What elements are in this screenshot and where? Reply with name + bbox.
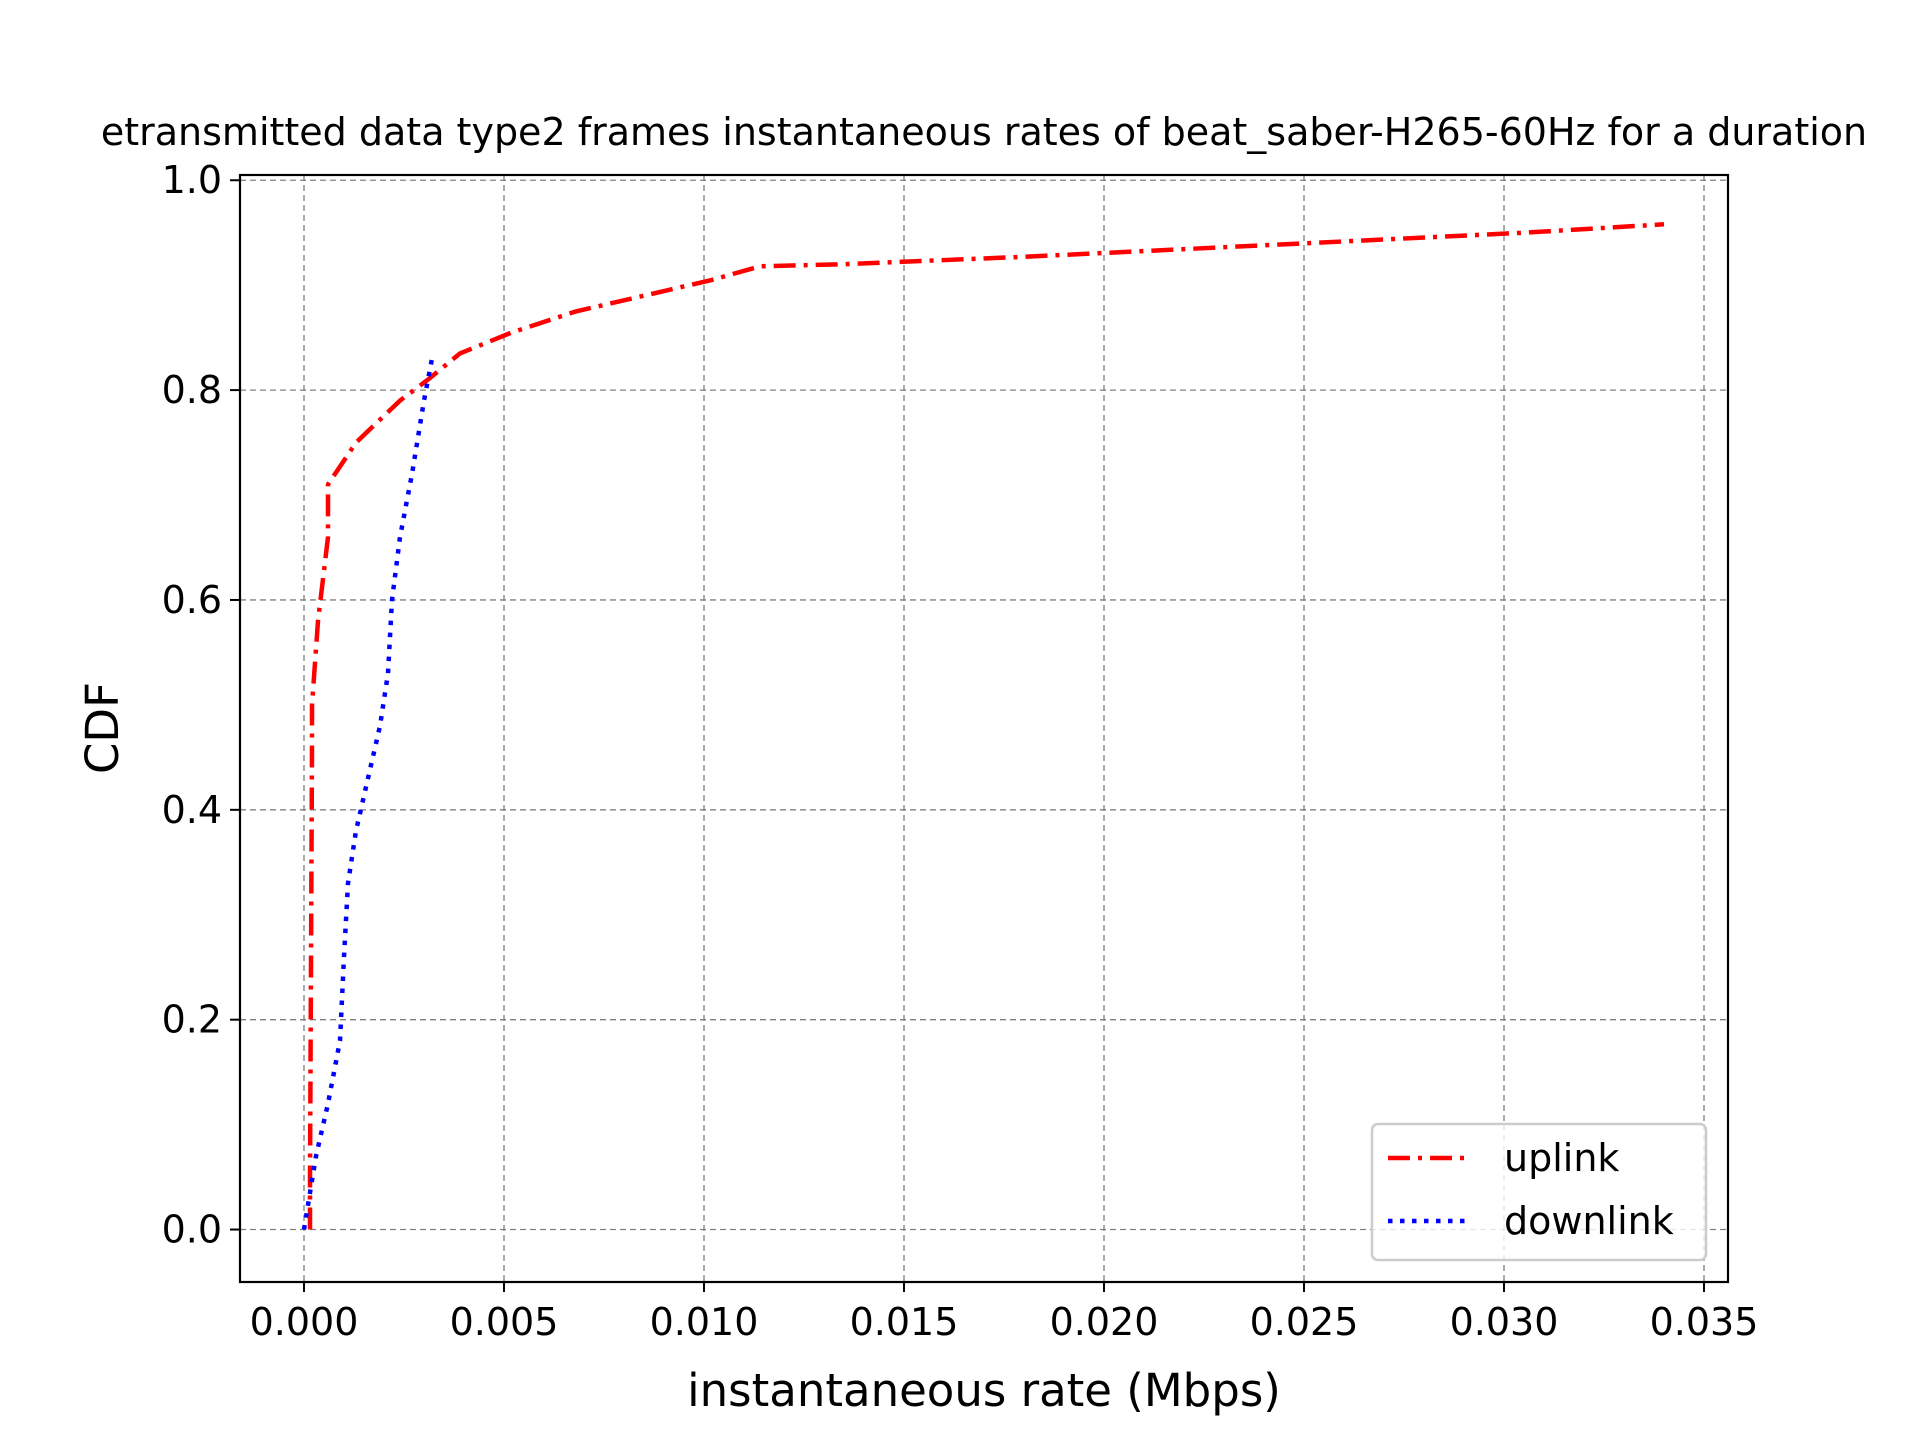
x-tick-label: 0.000: [250, 1300, 359, 1344]
chart-title: etransmitted data type2 frames instantan…: [101, 110, 1867, 154]
y-tick-label: 0.8: [162, 368, 222, 412]
legend-label-uplink: uplink: [1504, 1136, 1619, 1180]
y-tick-label: 0.6: [162, 578, 222, 622]
x-tick-label: 0.025: [1250, 1300, 1359, 1344]
x-axis-label: instantaneous rate (Mbps): [687, 1364, 1281, 1417]
legend-label-downlink: downlink: [1504, 1199, 1674, 1243]
legend: uplink downlink: [1370, 1122, 1708, 1262]
plot-frame: [238, 173, 1730, 1284]
series-lines: [301, 222, 1665, 1230]
y-tick-label: 0.4: [162, 788, 222, 832]
y-tick-label: 1.0: [162, 158, 222, 202]
x-tick-label: 0.010: [650, 1300, 759, 1344]
x-tick-label: 0.030: [1450, 1300, 1559, 1344]
x-tick-label: 0.005: [450, 1300, 559, 1344]
y-tick-label: 0.0: [162, 1208, 222, 1252]
grid-lines: [240, 175, 1728, 1282]
series-line-downlink: [301, 358, 435, 1230]
y-tick-label: 0.2: [162, 998, 222, 1042]
axis-ticks: 0.000 0.005 0.010 0.015 0.020 0.025 0.030 0.035…: [162, 158, 1759, 1344]
x-tick-label: 0.035: [1650, 1300, 1759, 1344]
x-tick-label: 0.015: [850, 1300, 959, 1344]
y-axis-label: CDF: [76, 682, 129, 774]
legend-box: [1370, 1122, 1708, 1262]
series-line-uplink: [307, 222, 1665, 1230]
x-tick-label: 0.020: [1050, 1300, 1159, 1344]
